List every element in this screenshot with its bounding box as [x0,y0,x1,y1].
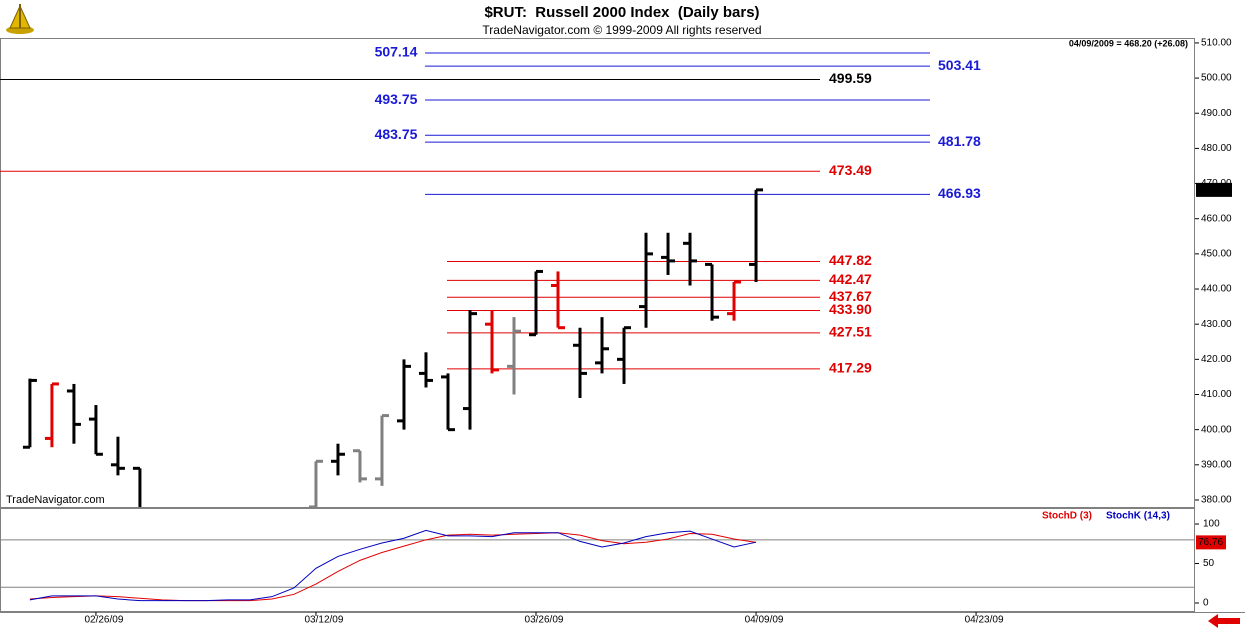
last-stoch-box [1196,535,1226,550]
y-tick-label: 450.00 [1201,249,1232,260]
watermark: TradeNavigator.com [6,494,105,506]
level-label: 417.29 [829,360,872,376]
price-panel [0,38,1195,508]
info-label: 04/09/2009 = 468.20 (+26.08) [1069,38,1188,48]
y-tick-label: 440.00 [1201,284,1232,295]
level-label: 433.90 [829,301,872,317]
y-tick-label: 50 [1203,558,1215,569]
y-tick-label: 480.00 [1201,143,1232,154]
legend-label: StochK (14,3) [1106,511,1170,522]
level-label: 503.41 [938,57,981,73]
price-plot [0,52,930,507]
y-tick-label: 410.00 [1201,389,1232,400]
last-price-box [1196,182,1232,197]
stoch-panel [0,508,1195,612]
level-label: 427.51 [829,324,872,340]
level-label: 447.82 [829,252,872,268]
scroll-arrow[interactable] [1208,614,1240,628]
x-tick-label: 04/23/09 [965,615,1004,626]
y-tick-label: 460.00 [1201,213,1232,224]
x-tick-label: 04/09/09 [745,615,784,626]
logo [6,4,34,34]
level-label: 481.78 [938,133,981,149]
x-tick-label: 02/26/09 [84,615,123,626]
chart-subtitle: TradeNavigator.com © 1999-2009 All right… [482,23,761,37]
last-price-label: 468.20 [1198,185,1229,196]
level-label: 437.67 [829,288,872,304]
y-tick-label: 500.00 [1201,73,1232,84]
stoch-line [29,532,757,602]
level-label: 493.75 [375,91,418,107]
level-label: 507.14 [375,44,418,60]
y-tick-label: 380.00 [1201,495,1232,506]
level-label: 442.47 [829,271,872,287]
y-tick-label: 400.00 [1201,424,1232,435]
y-tick-label: 100 [1203,519,1220,530]
level-label: 466.93 [938,185,981,201]
last-stoch-label: 76.76 [1198,537,1223,548]
x-tick-label: 03/26/09 [525,615,564,626]
y-tick-label: 490.00 [1201,108,1232,119]
stoch-plot [0,529,1195,602]
x-tick-label: 03/12/09 [304,615,343,626]
axes: 380.00 390.00 400.00 410.00 420.00 430.00 440.… [84,38,1232,626]
level-label: 473.49 [829,162,872,178]
chart-title: $RUT: Russell 2000 Index (Daily bars) [484,4,759,21]
level-label: 483.75 [375,126,418,142]
y-tick-label: 0 [1203,598,1209,609]
level-label: 499.59 [829,70,872,86]
legend-label: StochD (3) [1042,511,1092,522]
y-tick-label: 390.00 [1201,459,1232,470]
y-tick-label: 420.00 [1201,354,1232,365]
y-tick-label: 430.00 [1201,319,1232,330]
y-tick-label: 510.00 [1201,38,1232,49]
stoch-line [29,529,757,602]
